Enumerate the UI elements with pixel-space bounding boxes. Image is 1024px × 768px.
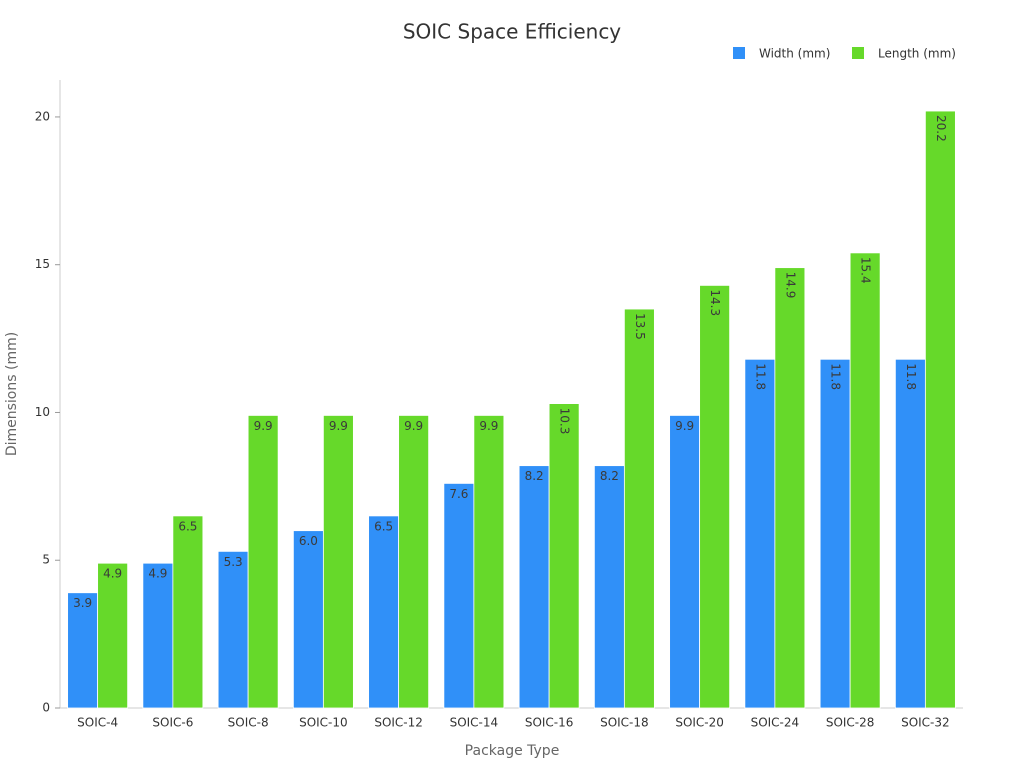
bar [473,415,505,709]
value-label: 9.9 [404,419,423,433]
value-label: 11.8 [829,363,843,390]
value-label: 10.3 [558,408,572,435]
value-label: 9.9 [254,419,273,433]
x-tick-label: SOIC-24 [751,716,800,730]
x-tick-label: SOIC-4 [77,716,118,730]
legend-swatch [852,47,864,59]
bar [247,415,279,709]
x-axis-title: Package Type [465,743,560,759]
value-label: 6.5 [178,519,197,533]
value-label: 14.9 [783,272,797,299]
bar [322,415,354,709]
x-tick-label: SOIC-18 [600,716,649,730]
bar [623,308,655,709]
bar [548,403,580,709]
bar [774,267,806,709]
value-label: 8.2 [600,469,619,483]
legend-label: Length (mm) [878,47,956,61]
bar [593,465,625,709]
bar [217,550,249,709]
bar [172,515,204,709]
y-axis-title: Dimensions (mm) [4,332,20,456]
legend-label: Width (mm) [759,47,830,61]
legend-swatch [733,47,745,59]
bar [669,415,701,709]
value-label: 14.3 [708,289,722,316]
bar [744,358,776,709]
bar [518,465,550,709]
chart-title: SOIC Space Efficiency [403,20,621,44]
y-tick-label: 15 [35,257,50,271]
bar [97,562,129,709]
bar [398,415,430,709]
value-label: 11.8 [904,363,918,390]
bar [443,482,475,709]
value-label: 9.9 [329,419,348,433]
bar [849,252,881,709]
x-tick-label: SOIC-20 [675,716,724,730]
value-label: 11.8 [753,363,767,390]
bar [142,562,174,709]
y-tick-label: 20 [35,109,50,123]
value-label: 20.2 [934,115,948,142]
bar [894,358,926,709]
value-label: 6.0 [299,534,318,548]
x-tick-label: SOIC-14 [450,716,499,730]
bar [292,530,324,709]
x-tick-label: SOIC-6 [152,716,193,730]
bar [67,592,99,709]
x-tick-label: SOIC-16 [525,716,574,730]
value-label: 8.2 [525,469,544,483]
value-label: 15.4 [859,257,873,284]
value-label: 5.3 [224,555,243,569]
value-label: 7.6 [449,487,468,501]
bar [699,284,731,709]
bar [924,110,956,709]
y-tick-label: 0 [42,701,50,715]
x-tick-label: SOIC-10 [299,716,348,730]
value-label: 4.9 [148,567,167,581]
value-label: 13.5 [633,313,647,340]
x-tick-label: SOIC-28 [826,716,875,730]
y-tick-label: 5 [42,553,50,567]
value-label: 4.9 [103,567,122,581]
y-tick-label: 10 [35,405,50,419]
value-label: 9.9 [479,419,498,433]
x-tick-label: SOIC-32 [901,716,950,730]
value-label: 3.9 [73,596,92,610]
x-tick-label: SOIC-12 [374,716,423,730]
bar [368,515,400,709]
value-label: 9.9 [675,419,694,433]
value-label: 6.5 [374,519,393,533]
x-tick-label: SOIC-8 [228,716,269,730]
bar [819,358,851,709]
